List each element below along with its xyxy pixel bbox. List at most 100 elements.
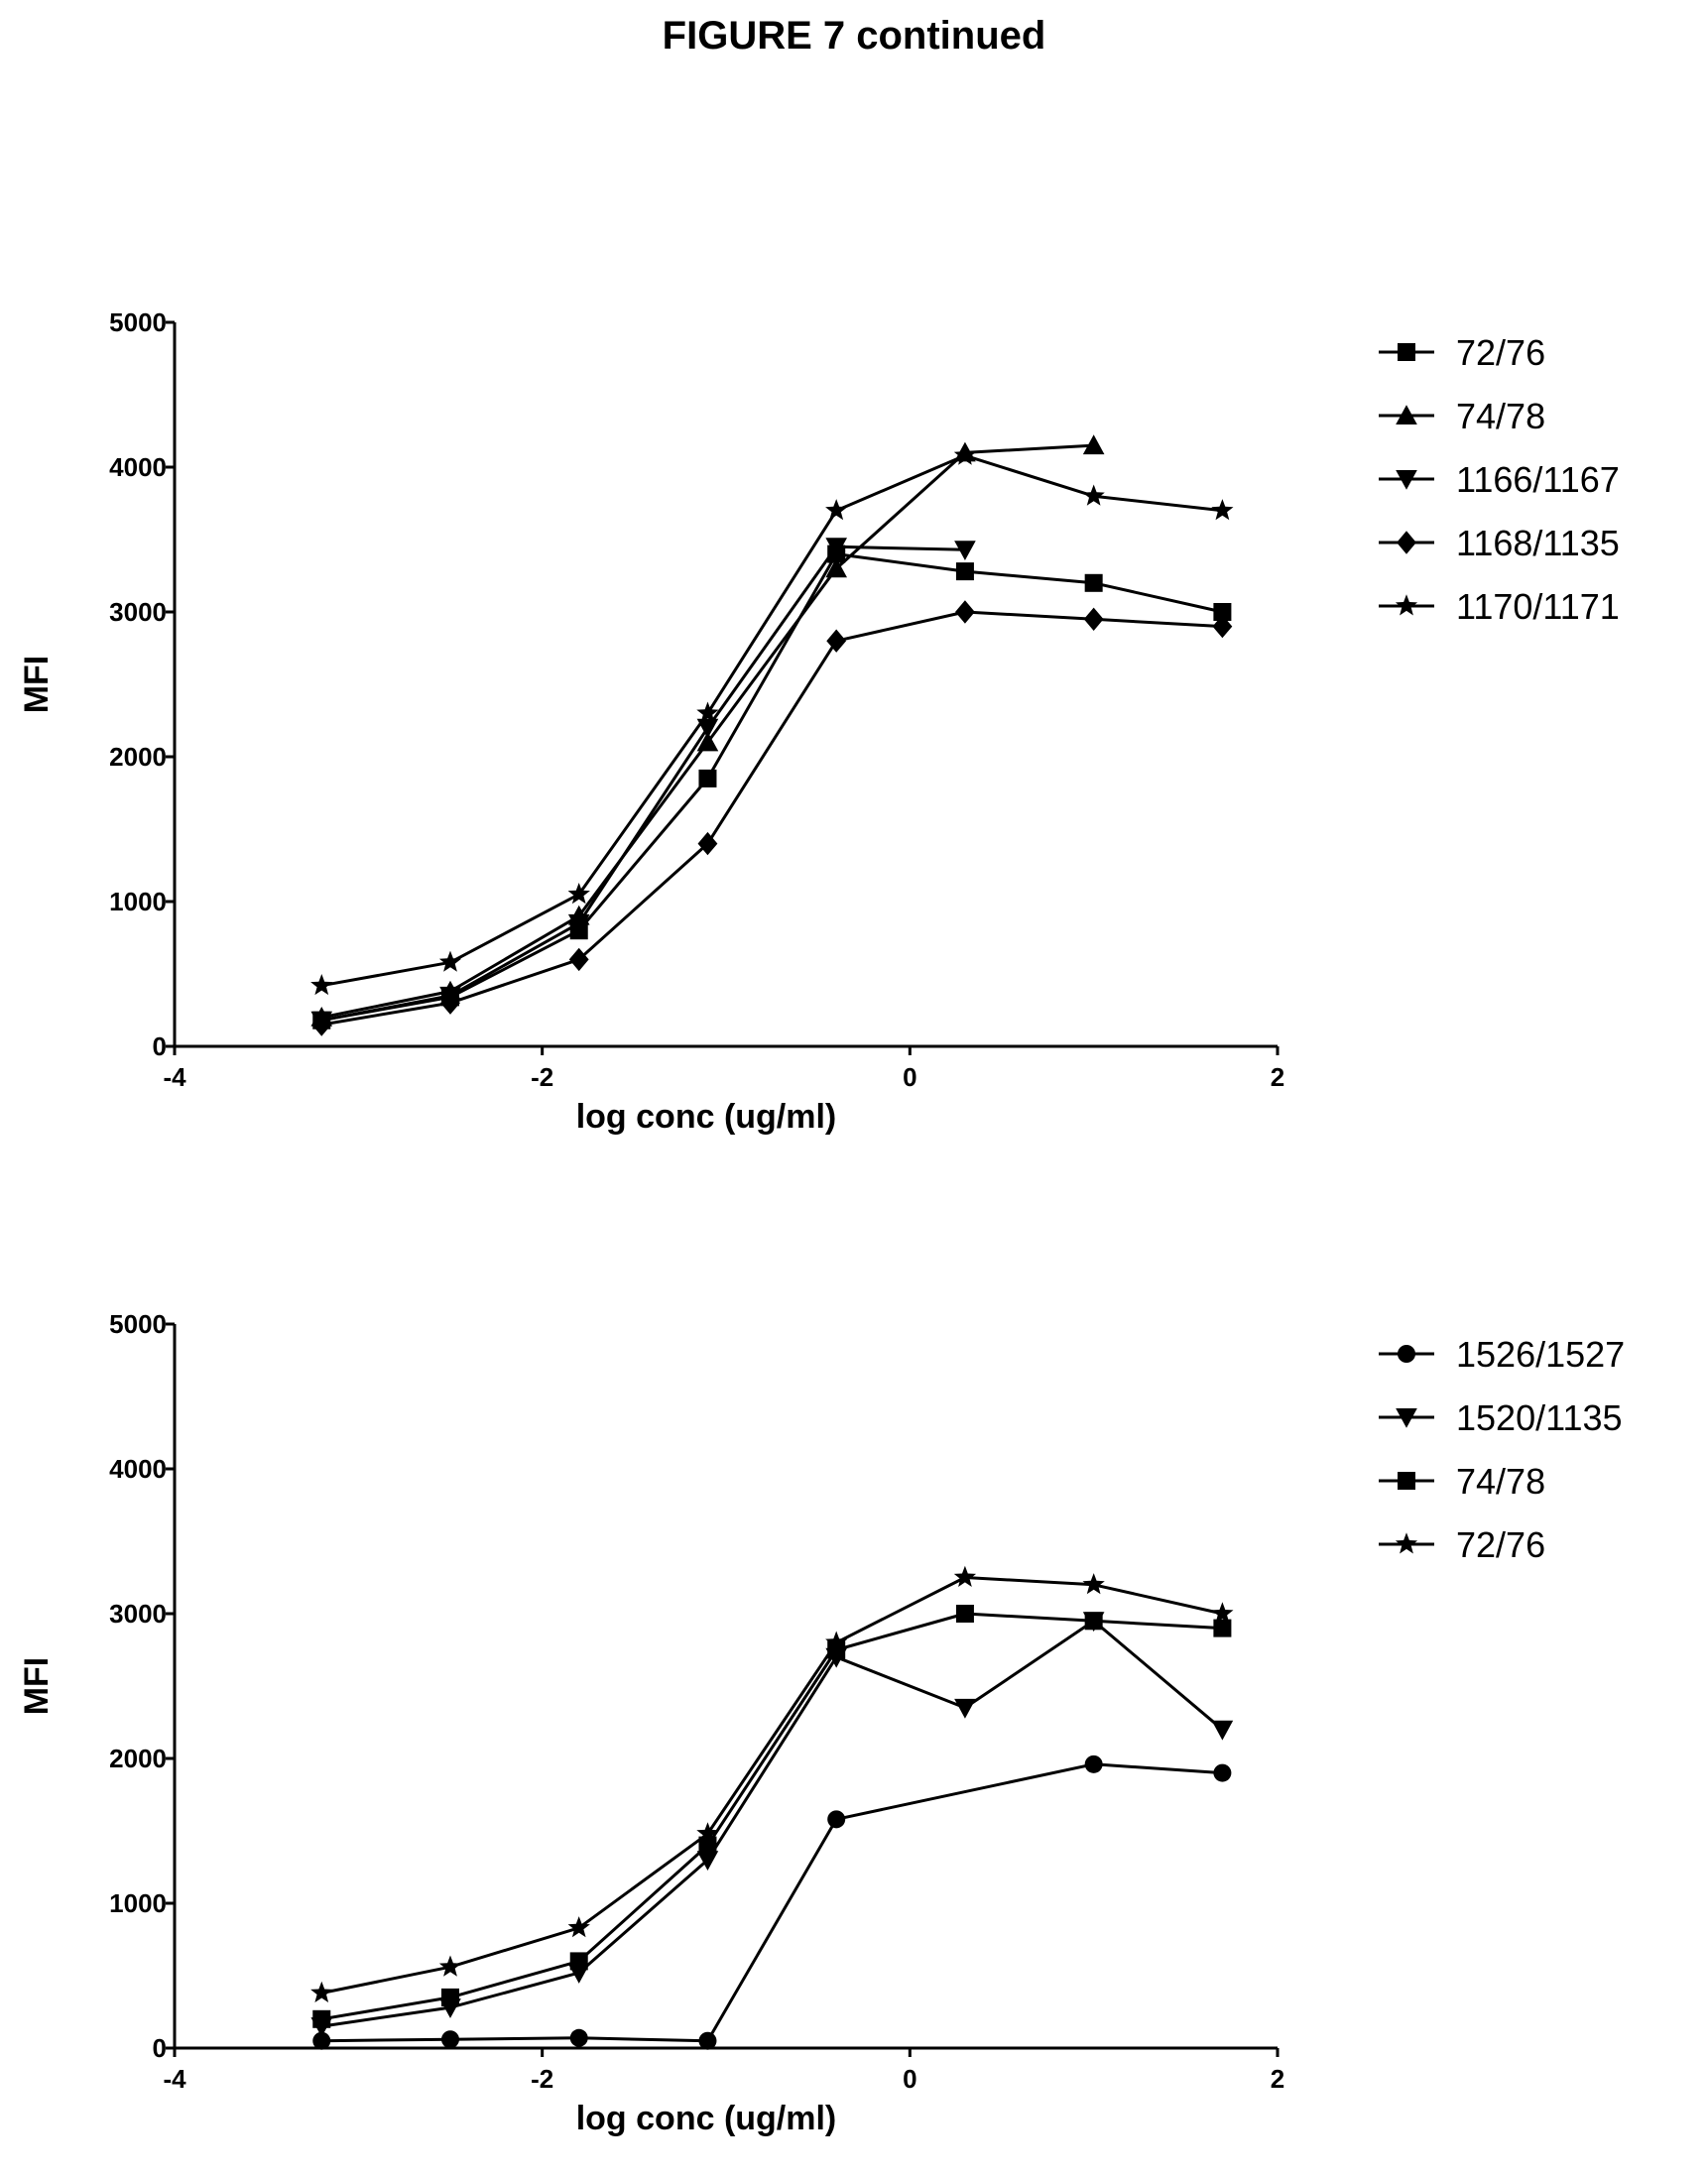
data-point: [696, 1822, 719, 1844]
data-point: [825, 499, 848, 521]
legend-marker: [1398, 343, 1415, 361]
data-point: [698, 769, 717, 787]
legend-label: 1166/1167: [1456, 459, 1620, 500]
data-point: [310, 974, 333, 996]
data-point: [1212, 614, 1233, 639]
legend-marker: [1395, 1532, 1418, 1554]
y-tick-label: 5000: [109, 1309, 167, 1339]
data-point: [825, 538, 847, 558]
legend-entry: 72/76: [1379, 332, 1545, 373]
data-point: [696, 1851, 719, 1871]
data-point: [827, 1810, 846, 1829]
series-line: [321, 1619, 1224, 2028]
series-line: [321, 544, 965, 1023]
legend-label: 1170/1171: [1456, 586, 1620, 627]
data-point: [1083, 607, 1104, 631]
data-point: [698, 2031, 717, 2050]
data-point: [1211, 499, 1234, 521]
y-tick-label: 0: [153, 2033, 167, 2063]
legend-label: 74/78: [1456, 396, 1545, 436]
data-point: [1082, 484, 1105, 506]
data-point: [568, 947, 589, 972]
data-point: [1211, 1602, 1234, 1624]
data-point: [438, 950, 462, 972]
data-point: [1082, 434, 1105, 455]
data-point: [441, 1988, 459, 2006]
data-point: [1213, 1763, 1232, 1782]
data-point: [953, 1565, 977, 1587]
data-point: [696, 731, 719, 752]
y-tick-label: 3000: [109, 1599, 167, 1629]
y-tick-label: 1000: [109, 1888, 167, 1918]
data-point: [567, 883, 590, 905]
data-point: [1084, 1612, 1103, 1631]
x-tick-label: -2: [531, 1062, 553, 1092]
data-point: [696, 718, 719, 739]
x-tick-label: -2: [531, 2064, 553, 2094]
data-point: [955, 600, 975, 624]
data-point: [310, 1981, 333, 2002]
series-line: [321, 552, 1223, 1023]
data-point: [696, 701, 719, 723]
series-1166/1167: [310, 538, 976, 1031]
data-point: [567, 913, 590, 934]
data-point: [1084, 573, 1103, 592]
legend-entry: 74/78: [1379, 396, 1545, 436]
data-point: [567, 1916, 590, 1938]
x-axis-title: log conc (ug/ml): [576, 2100, 837, 2137]
legend-entry: 1520/1135: [1379, 1397, 1623, 1438]
legend-entry: 1526/1527: [1379, 1334, 1625, 1375]
series-line: [321, 1576, 1223, 1995]
legend-label: 1520/1135: [1456, 1397, 1623, 1438]
data-point: [438, 1955, 462, 1977]
y-tick-label: 2000: [109, 1744, 167, 1773]
series-1170/1171: [310, 443, 1234, 996]
page-title: FIGURE 7 continued: [662, 14, 1046, 58]
legend-label: 72/76: [1456, 1524, 1545, 1565]
data-point: [569, 2028, 588, 2047]
y-tick-label: 4000: [109, 452, 167, 482]
data-point: [953, 443, 977, 465]
data-point: [954, 541, 976, 561]
series-line: [321, 610, 1223, 1027]
data-point: [1084, 1754, 1103, 1773]
data-point: [1211, 1720, 1234, 1741]
legend-label: 74/78: [1456, 1461, 1545, 1502]
data-point: [1082, 1573, 1105, 1595]
y-tick-label: 4000: [109, 1454, 167, 1484]
data-point: [312, 2009, 331, 2028]
y-axis-title: MFI: [18, 656, 56, 714]
x-tick-label: -4: [163, 2064, 186, 2094]
data-point: [311, 1013, 332, 1036]
data-point: [825, 557, 847, 578]
series-line: [321, 453, 1223, 988]
legend-marker: [1396, 1408, 1417, 1428]
y-tick-label: 3000: [109, 597, 167, 627]
y-tick-label: 2000: [109, 742, 167, 772]
chart-bottom: 0 1000 2000 3000 4000 5000 -4 -2 0 2 log conc (ug/…: [18, 1309, 1625, 2137]
legend-label: 1168/1135: [1456, 523, 1620, 563]
legend-marker: [1398, 1472, 1415, 1490]
legend-marker: [1397, 531, 1416, 554]
data-point: [440, 991, 460, 1015]
data-point: [825, 1631, 848, 1652]
series-1520/1135: [310, 1612, 1234, 2037]
y-tick-label: 0: [153, 1031, 167, 1061]
series-72/76: [310, 1565, 1234, 2002]
x-tick-label: 0: [903, 2064, 916, 2094]
data-point: [312, 2031, 331, 2050]
series-line: [321, 1612, 1223, 2021]
data-point: [1213, 1619, 1232, 1637]
legend-marker: [1396, 405, 1417, 424]
x-tick-label: 2: [1271, 1062, 1284, 1092]
legend-label: 1526/1527: [1456, 1334, 1625, 1375]
y-tick-label: 5000: [109, 307, 167, 337]
data-point: [955, 562, 974, 581]
data-point: [697, 831, 718, 856]
legend-marker: [1398, 1345, 1415, 1363]
legend-entry: 1168/1135: [1379, 523, 1620, 563]
x-tick-label: -4: [163, 1062, 186, 1092]
x-axis-title: log conc (ug/ml): [576, 1098, 837, 1136]
data-point: [441, 2030, 459, 2049]
series-74/78: [312, 1605, 1232, 2028]
